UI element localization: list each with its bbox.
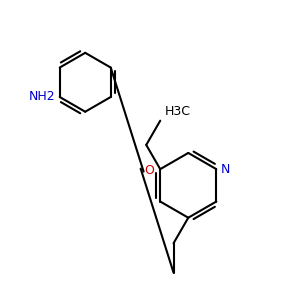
Text: N: N [221, 163, 230, 176]
Text: H3C: H3C [165, 105, 190, 118]
Text: O: O [145, 164, 154, 177]
Text: NH2: NH2 [28, 91, 55, 103]
